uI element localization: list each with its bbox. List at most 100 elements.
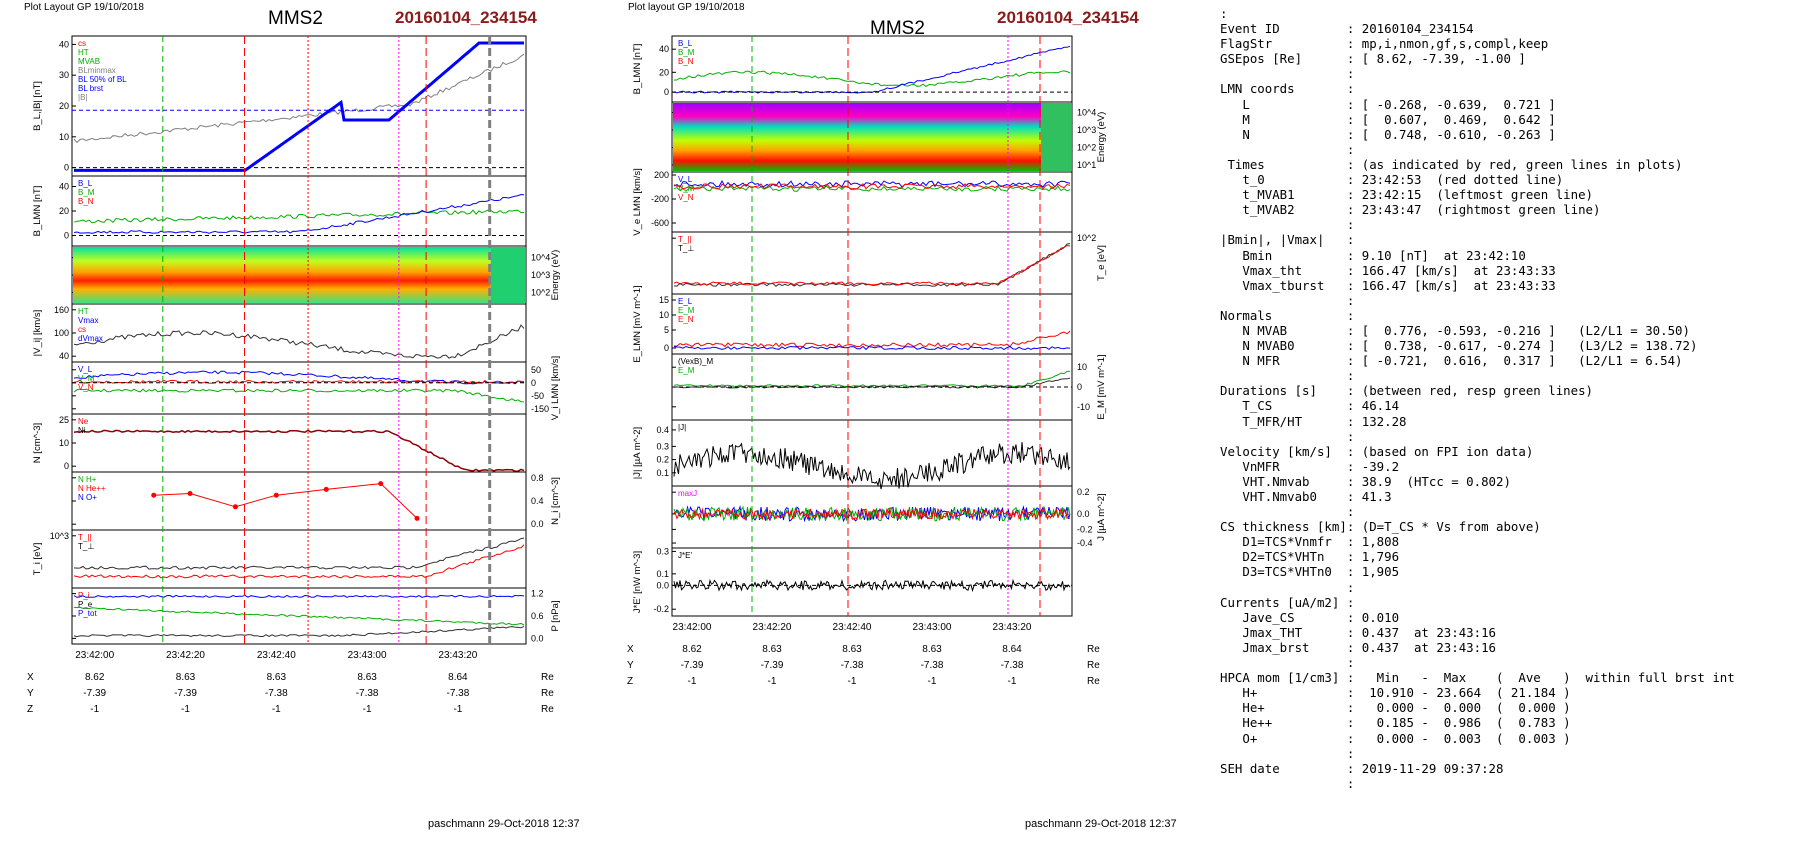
axis-tick-label: 10^1 (1077, 160, 1096, 170)
info-line: L : [ -0.268, -0.639, 0.721 ] (1220, 96, 1556, 112)
left-page-header: Plot Layout GP 19/10/2018 (24, 2, 144, 13)
legend-entry: E_M (678, 366, 695, 375)
orbit-unit: Re (1087, 660, 1100, 671)
info-line: GSEpos [Re] : [ 8.62, -7.39, -1.00 ] (1220, 51, 1526, 67)
series-line (673, 507, 1071, 521)
orbit-value: 8.63 (357, 672, 377, 683)
axis-tick-label: -10 (1077, 402, 1090, 412)
series-line (74, 41, 524, 172)
info-line: Jmax_brst : 0.437 at 23:43:16 (1220, 639, 1497, 655)
orbit-value: -1 (848, 676, 857, 687)
data-segment (153, 492, 191, 496)
axis-tick-label: 10 (659, 310, 669, 320)
axis-tick-label: -0.2 (1077, 524, 1093, 534)
legend-entry: V_M (78, 374, 95, 383)
orbit-value: 8.62 (682, 644, 702, 655)
axis-tick-label: 20 (59, 206, 69, 216)
axis-tick-label: 0.4 (656, 425, 669, 435)
axis-tick-label: -0.2 (653, 604, 669, 614)
info-line: : (1220, 428, 1355, 444)
orbit-value: -1 (1008, 676, 1017, 687)
orbit-value: -7.39 (681, 660, 704, 671)
axis-tick-label: 10^2 (531, 287, 550, 297)
panel-axis-label: V_e LMN [km/s] (632, 168, 643, 236)
panel-axis-label: Energy (eV) (1096, 112, 1107, 163)
series-line (673, 245, 1071, 286)
axis-tick-label: 40 (59, 351, 69, 361)
info-line: T_MFR/HT : 132.28 (1220, 413, 1407, 429)
orbit-value: -7.38 (841, 660, 864, 671)
panel-frame (671, 547, 1073, 617)
axis-tick-label: 0.1 (656, 468, 669, 478)
series-line (673, 183, 1071, 190)
axis-tick-label: 0.1 (656, 569, 669, 579)
info-line: O+ : 0.000 - 0.003 ( 0.003 ) (1220, 730, 1571, 746)
panel-axis-label: B_LMN [nT] (632, 44, 643, 95)
axis-tick-label: 0.0 (531, 633, 544, 643)
info-line: Bmin : 9.10 [nT] at 23:42:10 (1220, 247, 1526, 263)
orbit-value: -1 (768, 676, 777, 687)
legend-entry: E_M (678, 306, 695, 315)
info-line: : (1220, 655, 1355, 671)
series-line (73, 594, 525, 598)
panel-frame (671, 171, 1073, 233)
legend-entry: V_N (78, 383, 94, 392)
axis-tick-label: 0.0 (656, 580, 669, 590)
series-line (673, 442, 1071, 490)
orbit-value: -7.39 (83, 688, 106, 699)
legend-entry: Ne (78, 417, 89, 426)
legend-entry: T_|| (78, 533, 92, 542)
info-line: M : [ 0.607, 0.469, 0.642 ] (1220, 111, 1556, 127)
info-line: H+ : 10.910 - 23.664 ( 21.184 ) (1220, 685, 1571, 701)
time-tick-label: 23:42:20 (166, 650, 205, 661)
info-line: Normals : (1220, 307, 1355, 323)
legend-entry: P_tot (78, 609, 97, 618)
legend-entry: BL 50% of BL (78, 75, 127, 84)
time-tick-label: 23:43:20 (993, 622, 1032, 633)
orbit-value: -7.38 (356, 688, 379, 699)
orbit-value: -1 (90, 704, 99, 715)
legend-entry: B_N (678, 57, 694, 66)
legend-entry: Vmax (78, 316, 98, 325)
time-tick-label: 23:42:40 (257, 650, 296, 661)
legend-entry: |B| (78, 93, 88, 102)
axis-tick-label: 100 (54, 328, 69, 338)
panel-axis-label: B_L,|B| [nT] (32, 81, 43, 131)
series-line (673, 185, 1071, 192)
info-line: He+ : 0.000 - 0.000 ( 0.000 ) (1220, 700, 1571, 716)
legend-entry: HT (78, 48, 89, 57)
axis-tick-label: 0 (64, 163, 69, 173)
data-segment (276, 488, 327, 496)
axis-tick-label: 0.0 (531, 519, 544, 529)
axis-tick-label: -600 (651, 218, 669, 228)
axis-tick-label: 20 (59, 101, 69, 111)
info-line: D2=TCS*VHTn : 1,796 (1220, 549, 1400, 565)
orbit-unit: Re (541, 688, 554, 699)
info-line: Jave_CS : 0.010 (1220, 609, 1400, 625)
info-line: FlagStr : mp,i,nmon,gf,s,compl,keep (1220, 36, 1549, 52)
spectrogram-image (490, 247, 525, 303)
orbit-value: 8.62 (85, 672, 105, 683)
legend-entry: BL brst (78, 84, 104, 93)
series-line (673, 370, 1071, 388)
orbit-value: 8.63 (176, 672, 196, 683)
orbit-value: 8.64 (448, 672, 468, 683)
time-tick-label: 23:43:00 (913, 622, 952, 633)
panel-axis-label: E_M [mV m^-1] (1096, 354, 1107, 419)
info-line: Event ID : 20160104_234154 (1220, 21, 1474, 37)
orbit-unit: Re (1087, 644, 1100, 655)
info-line: : (1220, 504, 1355, 520)
series-line (73, 324, 525, 359)
panel-frame (71, 361, 527, 415)
info-line: N : [ 0.748, -0.610, -0.263 ] (1220, 126, 1556, 142)
axis-tick-label: -150 (531, 404, 549, 414)
series-line (73, 53, 525, 144)
info-line: |Bmin|, |Vmax| : (1220, 232, 1355, 248)
orbit-unit: Re (541, 704, 554, 715)
spectrogram-image (673, 103, 1041, 171)
axis-tick-label: 0.0 (1077, 509, 1090, 519)
orbit-value: -7.38 (1001, 660, 1024, 671)
axis-tick-label: 10^3 (531, 270, 550, 280)
orbit-value: 8.64 (1002, 644, 1022, 655)
info-line: CS thickness [km]: (D=T_CS * Vs from abo… (1220, 519, 1541, 535)
